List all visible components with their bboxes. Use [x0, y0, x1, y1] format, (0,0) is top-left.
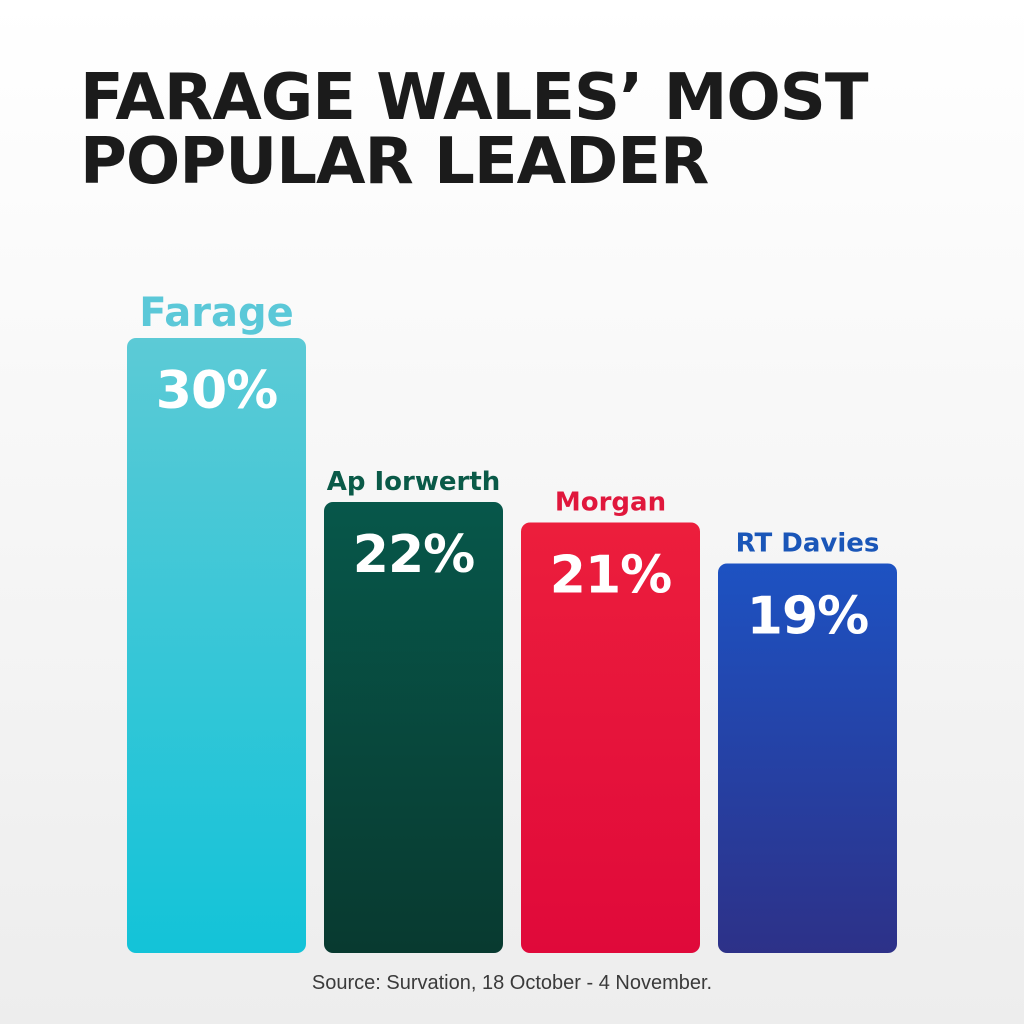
value-label-ap-iorwerth: 22%: [353, 525, 474, 585]
value-label-rt-davies: 19%: [747, 587, 868, 647]
value-label-farage: 30%: [156, 361, 277, 421]
category-label-farage: Farage: [139, 290, 293, 336]
value-label-morgan: 21%: [550, 546, 671, 606]
source-note: Source: Survation, 18 October - 4 Novemb…: [311, 972, 713, 994]
category-label-ap-iorwerth: Ap Iorwerth: [327, 467, 501, 497]
category-label-morgan: Morgan: [555, 488, 666, 518]
bar-rt-davies: [718, 563, 897, 953]
category-label-rt-davies: RT Davies: [736, 529, 880, 559]
bar-morgan: [521, 522, 700, 953]
bar-ap-iorwerth: [324, 502, 503, 953]
bar-farage: [127, 338, 306, 953]
page-title: FARAGE WALES’ MOST POPULAR LEADER: [80, 61, 869, 199]
